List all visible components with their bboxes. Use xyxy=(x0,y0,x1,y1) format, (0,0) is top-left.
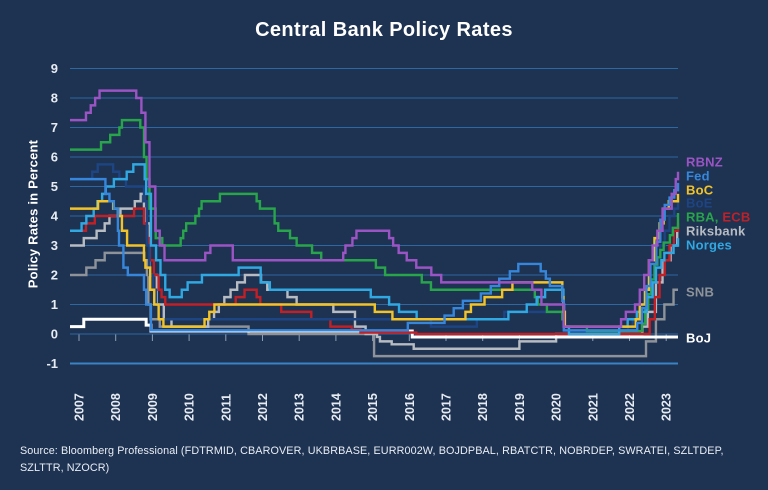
x-tick-label-2016: 2016 xyxy=(403,393,417,421)
x-tick-label-2011: 2011 xyxy=(219,394,233,421)
legend-label: BoJ xyxy=(686,330,712,346)
legend-label: SNB xyxy=(686,284,715,300)
legend-item-boc: BoC xyxy=(686,183,713,198)
x-tick-label-2008: 2008 xyxy=(109,393,123,421)
legend-item-riksbank: Riksbank xyxy=(686,224,745,239)
series-line-rba xyxy=(70,118,680,333)
y-tick-label-0: 0 xyxy=(51,327,58,342)
x-tick-label-2009: 2009 xyxy=(146,393,160,421)
series-line-snb xyxy=(70,251,678,358)
legend-label: RBNZ xyxy=(686,154,723,170)
legend-label: Riksbank xyxy=(686,223,746,239)
series-line-boc xyxy=(70,193,680,328)
legend-item-boe: BoE xyxy=(686,196,713,211)
chart-title: Central Bank Policy Rates xyxy=(255,19,513,41)
x-tick-label-2017: 2017 xyxy=(440,393,454,421)
legend-label: RBA xyxy=(686,209,715,225)
legend-item-snb: SNB xyxy=(686,285,714,300)
y-tick-label-1: 1 xyxy=(51,297,58,312)
series-line-fed xyxy=(70,177,680,332)
x-tick-label-2022: 2022 xyxy=(623,393,637,421)
legend-label: , xyxy=(714,209,723,225)
x-tick-label-2023: 2023 xyxy=(660,393,674,421)
x-tick-label-2019: 2019 xyxy=(513,393,527,421)
y-tick-label-9: 9 xyxy=(51,61,58,76)
series-line-norges xyxy=(70,163,680,336)
legend-label: BoE xyxy=(686,195,713,211)
legend-item-rbnz: RBNZ xyxy=(686,155,723,170)
x-tick-label-2014: 2014 xyxy=(329,393,343,421)
x-tick-label-2021: 2021 xyxy=(586,393,600,421)
source-note: Source: Bloomberg Professional (FDTRMID,… xyxy=(20,443,744,478)
legend-label: Norges xyxy=(686,237,732,253)
x-tick-label-2012: 2012 xyxy=(256,393,270,421)
series-line-boj xyxy=(70,317,678,339)
legend-item-rba-ecb: RBA, ECB xyxy=(686,210,750,225)
legend-item-fed: Fed xyxy=(686,169,710,184)
legend-label: Fed xyxy=(686,168,710,184)
x-tick-label-2018: 2018 xyxy=(476,393,490,421)
legend-item-boj: BoJ xyxy=(686,331,711,346)
x-tick-label-2013: 2013 xyxy=(293,393,307,421)
x-tick-label-2010: 2010 xyxy=(183,393,197,421)
series-line-rbnz xyxy=(70,89,680,328)
y-tick-label-6: 6 xyxy=(51,150,58,165)
legend-label: ECB xyxy=(722,209,751,225)
y-tick-label-4: 4 xyxy=(51,209,59,224)
y-tick-label-2: 2 xyxy=(51,268,58,283)
x-tick-label-2007: 2007 xyxy=(73,393,87,421)
source-line-1: Source: Bloomberg Professional (FDTRMID,… xyxy=(20,445,724,457)
x-tick-label-2015: 2015 xyxy=(366,393,380,421)
x-tick-label-2020: 2020 xyxy=(550,393,564,421)
source-line-2: SZLTTR, NZOCR) xyxy=(20,462,110,475)
y-tick-label--1: -1 xyxy=(46,356,58,371)
series-line-riksbank xyxy=(70,192,679,350)
legend-label: BoC xyxy=(686,182,714,198)
y-tick-label-7: 7 xyxy=(51,120,58,135)
y-tick-label-8: 8 xyxy=(51,91,58,106)
y-tick-label-3: 3 xyxy=(51,238,58,253)
y-tick-label-5: 5 xyxy=(51,179,58,194)
legend-item-norges: Norges xyxy=(686,238,732,253)
